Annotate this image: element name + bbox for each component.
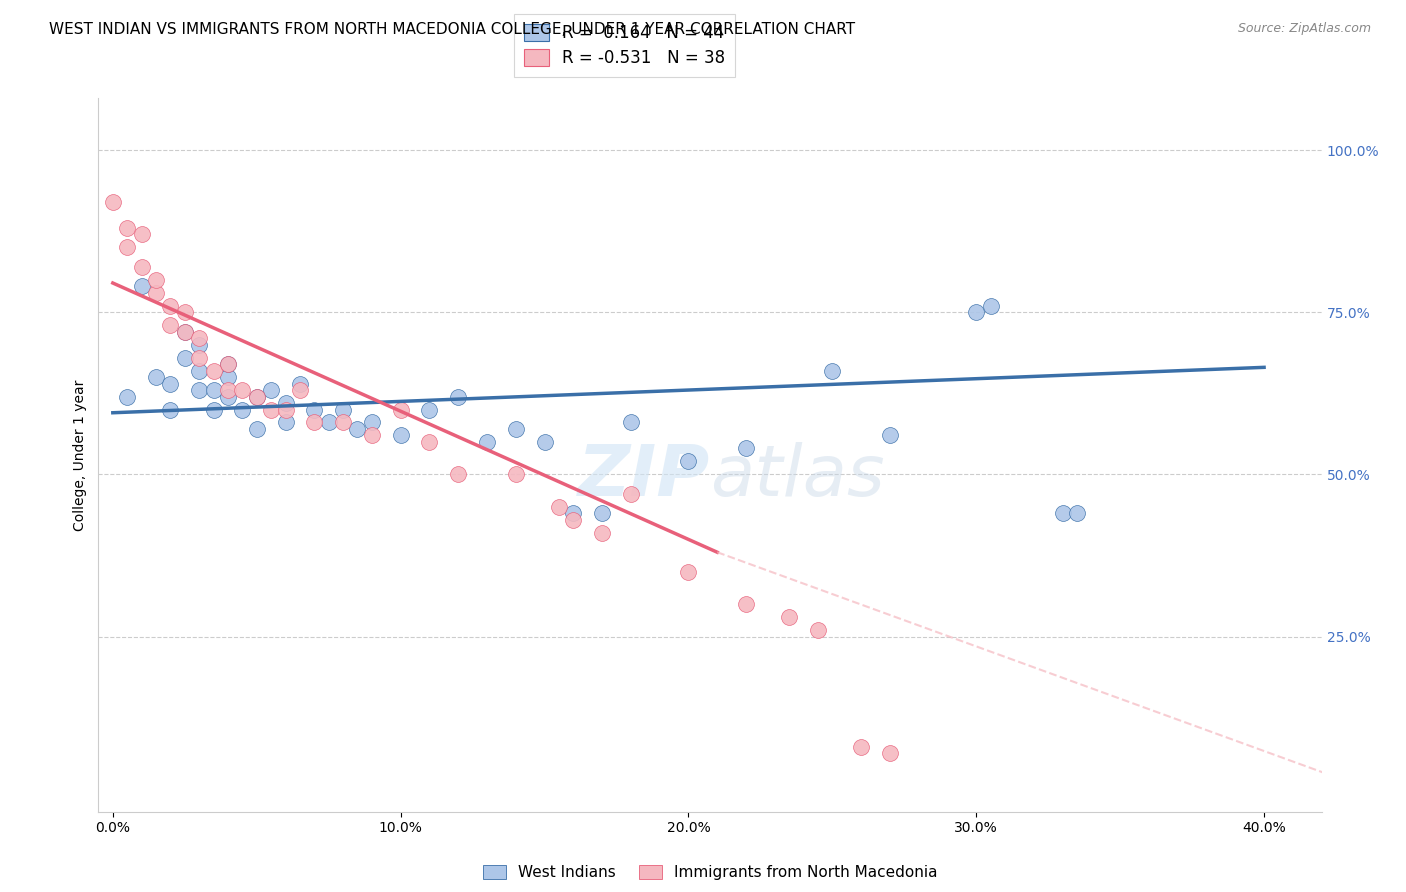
Point — [879, 428, 901, 442]
Point — [246, 390, 269, 404]
Point — [678, 565, 700, 579]
Point — [678, 454, 700, 468]
Point — [447, 467, 470, 482]
Legend: West Indians, Immigrants from North Macedonia: West Indians, Immigrants from North Mace… — [477, 859, 943, 886]
Point — [217, 357, 239, 371]
Point — [145, 285, 167, 300]
Point — [807, 623, 830, 637]
Point — [591, 506, 613, 520]
Point — [159, 318, 181, 333]
Point — [131, 227, 153, 242]
Point — [447, 390, 470, 404]
Y-axis label: College, Under 1 year: College, Under 1 year — [73, 379, 87, 531]
Point — [188, 351, 211, 365]
Point — [260, 383, 283, 397]
Point — [231, 402, 253, 417]
Point — [246, 422, 269, 436]
Point — [389, 402, 412, 417]
Point — [591, 525, 613, 540]
Point — [188, 337, 211, 351]
Point — [188, 331, 211, 345]
Point — [389, 428, 412, 442]
Point — [173, 351, 195, 365]
Point — [318, 416, 340, 430]
Point — [360, 416, 382, 430]
Point — [115, 220, 138, 235]
Point — [505, 422, 527, 436]
Text: Source: ZipAtlas.com: Source: ZipAtlas.com — [1237, 22, 1371, 36]
Point — [188, 363, 211, 377]
Point — [202, 402, 225, 417]
Point — [246, 390, 269, 404]
Point — [202, 383, 225, 397]
Point — [145, 273, 167, 287]
Point — [173, 305, 195, 319]
Point — [418, 434, 440, 449]
Point — [562, 513, 585, 527]
Point — [821, 363, 844, 377]
Point — [562, 506, 585, 520]
Point — [346, 422, 368, 436]
Point — [115, 240, 138, 254]
Point — [159, 402, 181, 417]
Point — [173, 325, 195, 339]
Point — [101, 194, 124, 209]
Point — [735, 597, 758, 611]
Point — [1066, 506, 1088, 520]
Point — [145, 370, 167, 384]
Point — [274, 402, 297, 417]
Point — [274, 416, 297, 430]
Point — [475, 434, 498, 449]
Point — [849, 739, 872, 754]
Point — [304, 416, 326, 430]
Point — [620, 416, 643, 430]
Point — [131, 260, 153, 274]
Point — [131, 279, 153, 293]
Point — [620, 487, 643, 501]
Point — [360, 428, 382, 442]
Point — [965, 305, 987, 319]
Point — [274, 396, 297, 410]
Point — [217, 383, 239, 397]
Point — [260, 402, 283, 417]
Point — [202, 363, 225, 377]
Text: atlas: atlas — [710, 442, 884, 511]
Point — [173, 325, 195, 339]
Point — [505, 467, 527, 482]
Point — [533, 434, 555, 449]
Point — [217, 390, 239, 404]
Point — [159, 299, 181, 313]
Point — [332, 416, 354, 430]
Point — [548, 500, 571, 514]
Point — [115, 390, 138, 404]
Point — [332, 402, 354, 417]
Point — [980, 299, 1002, 313]
Point — [188, 383, 211, 397]
Text: ZIP: ZIP — [578, 442, 710, 511]
Point — [1052, 506, 1074, 520]
Point — [879, 747, 901, 761]
Point — [288, 376, 311, 391]
Point — [288, 383, 311, 397]
Point — [217, 357, 239, 371]
Point — [735, 442, 758, 456]
Point — [217, 370, 239, 384]
Point — [418, 402, 440, 417]
Point — [231, 383, 253, 397]
Point — [778, 610, 800, 624]
Point — [304, 402, 326, 417]
Point — [159, 376, 181, 391]
Text: WEST INDIAN VS IMMIGRANTS FROM NORTH MACEDONIA COLLEGE, UNDER 1 YEAR CORRELATION: WEST INDIAN VS IMMIGRANTS FROM NORTH MAC… — [49, 22, 855, 37]
